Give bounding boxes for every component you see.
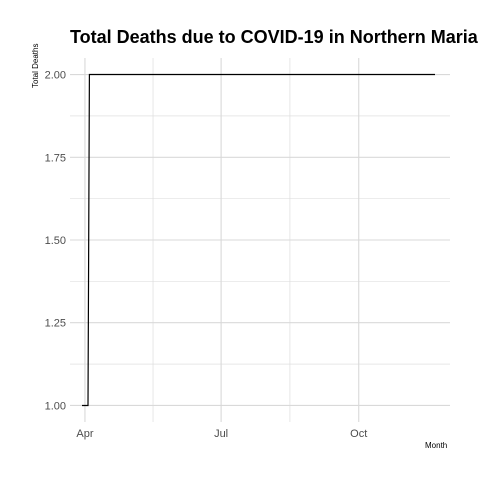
series-line (82, 73, 435, 407)
x-tick-label: Apr (76, 428, 93, 440)
y-tick-label: 1.00 (45, 400, 66, 412)
y-tick-label: 1.25 (45, 318, 66, 330)
x-tick-label: Jul (214, 428, 228, 440)
y-tick-label: 1.50 (45, 235, 66, 247)
y-tick-label: 1.75 (45, 152, 66, 164)
x-axis-label: Month (425, 441, 448, 450)
x-tick-label: Oct (350, 428, 367, 440)
chart-title: Total Deaths due to COVID-19 in Northern… (70, 27, 478, 47)
y-tick-label: 2.00 (45, 70, 66, 82)
